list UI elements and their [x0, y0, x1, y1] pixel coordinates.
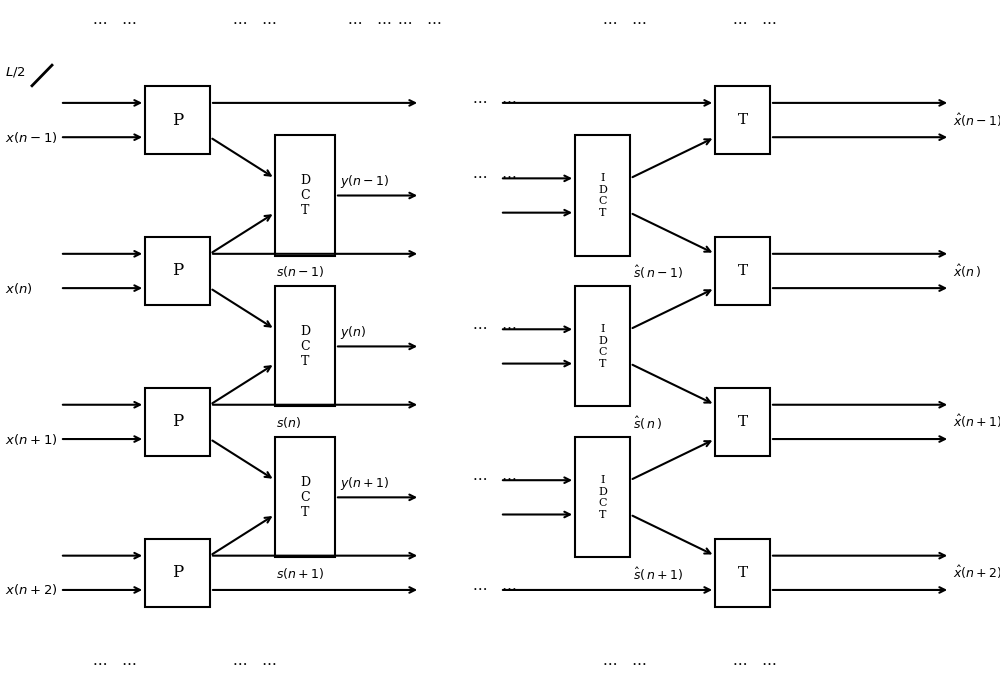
FancyBboxPatch shape — [715, 539, 770, 607]
Text: ···   ···: ··· ··· — [93, 659, 137, 672]
Text: $s(n+1)$: $s(n+1)$ — [276, 565, 324, 580]
FancyBboxPatch shape — [275, 136, 335, 256]
Text: ···   ···: ··· ··· — [93, 17, 137, 31]
Text: $y(n)$: $y(n)$ — [340, 324, 366, 341]
Text: $y(n-1)$: $y(n-1)$ — [340, 173, 390, 190]
FancyBboxPatch shape — [575, 136, 630, 256]
Text: P: P — [172, 414, 183, 430]
Text: ···   ···: ··· ··· — [603, 659, 647, 672]
Text: $x(n-1)$: $x(n-1)$ — [5, 130, 57, 145]
Text: $\hat{s}(\,n+1)$: $\hat{s}(\,n+1)$ — [633, 565, 683, 582]
Text: $y(n+1)$: $y(n+1)$ — [340, 475, 390, 492]
Text: ···   ···: ··· ··· — [398, 17, 442, 31]
Text: T: T — [737, 566, 748, 580]
Text: $\hat{x}(n+1)$: $\hat{x}(n+1)$ — [953, 414, 1000, 430]
Text: D
C
T: D C T — [300, 325, 310, 368]
Text: $\hat{s}(\,n-1)$: $\hat{s}(\,n-1)$ — [633, 264, 683, 281]
FancyBboxPatch shape — [715, 237, 770, 305]
Text: I
D
C
T: I D C T — [598, 173, 607, 218]
Text: P: P — [172, 565, 183, 581]
Text: ···   ···: ··· ··· — [233, 659, 277, 672]
FancyBboxPatch shape — [145, 388, 210, 456]
Text: ···   ···: ··· ··· — [233, 17, 277, 31]
Text: $\hat{x}(n+2)$: $\hat{x}(n+2)$ — [953, 565, 1000, 581]
Text: $x(n+1)$: $x(n+1)$ — [5, 431, 57, 447]
Text: I
D
C
T: I D C T — [598, 324, 607, 369]
Text: $x(n)$: $x(n)$ — [5, 281, 33, 296]
Text: ···   ···: ··· ··· — [473, 96, 517, 110]
Text: $\hat{s}(\,n\,)$: $\hat{s}(\,n\,)$ — [633, 414, 662, 431]
FancyBboxPatch shape — [145, 539, 210, 607]
Text: ···   ···: ··· ··· — [733, 17, 777, 31]
Text: P: P — [172, 112, 183, 128]
Text: T: T — [737, 415, 748, 429]
FancyBboxPatch shape — [145, 237, 210, 305]
Text: $s(n-1)$: $s(n-1)$ — [276, 264, 324, 279]
FancyBboxPatch shape — [575, 438, 630, 557]
Text: I
D
C
T: I D C T — [598, 475, 607, 520]
Text: ···   ···: ··· ··· — [473, 172, 517, 185]
Text: T: T — [737, 264, 748, 278]
Text: $\hat{x}(n\,)$: $\hat{x}(n\,)$ — [953, 263, 981, 279]
Text: D
C
T: D C T — [300, 476, 310, 519]
Text: $s(n)$: $s(n)$ — [276, 414, 301, 429]
Text: $\hat{x}(n-1)$: $\hat{x}(n-1)$ — [953, 112, 1000, 128]
Text: D
C
T: D C T — [300, 174, 310, 217]
FancyBboxPatch shape — [145, 86, 210, 154]
Text: ···   ···: ··· ··· — [733, 659, 777, 672]
Text: ···   ···: ··· ··· — [348, 17, 392, 31]
FancyBboxPatch shape — [715, 388, 770, 456]
Text: $L/2$: $L/2$ — [5, 65, 25, 79]
Text: ···   ···: ··· ··· — [473, 473, 517, 487]
FancyBboxPatch shape — [275, 287, 335, 406]
FancyBboxPatch shape — [715, 86, 770, 154]
Text: ···   ···: ··· ··· — [473, 583, 517, 597]
Text: ···   ···: ··· ··· — [473, 322, 517, 336]
Text: ···   ···: ··· ··· — [603, 17, 647, 31]
Text: $x(n+2)$: $x(n+2)$ — [5, 582, 57, 598]
FancyBboxPatch shape — [275, 438, 335, 557]
Text: P: P — [172, 263, 183, 279]
Text: T: T — [737, 113, 748, 127]
FancyBboxPatch shape — [575, 287, 630, 406]
